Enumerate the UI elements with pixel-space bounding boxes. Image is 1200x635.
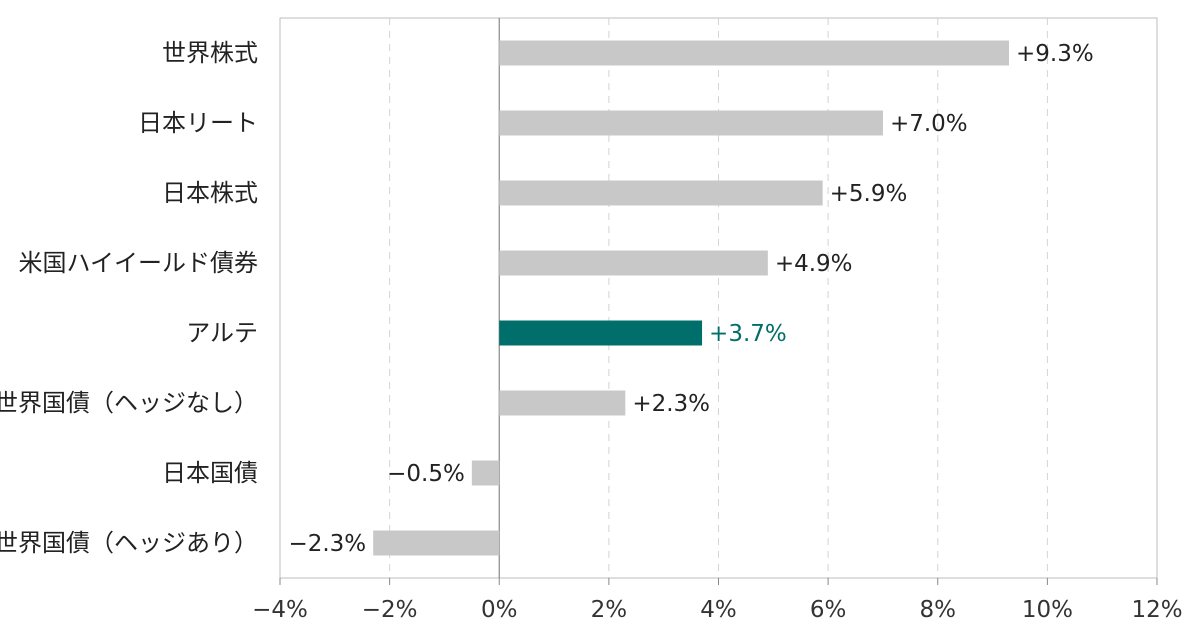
bar-2: [499, 180, 823, 206]
x-tick-label-3: 2%: [591, 597, 628, 623]
bar-4: [499, 320, 703, 346]
bar-1: [499, 110, 883, 136]
x-tick-label-4: 4%: [700, 597, 737, 623]
data-label-0: +9.3%: [1016, 41, 1094, 67]
x-tick-label-1: −2%: [362, 597, 418, 623]
data-label-2: +5.9%: [830, 181, 908, 207]
category-label-0: 世界株式: [162, 39, 258, 67]
data-label-3: +4.9%: [775, 251, 853, 277]
category-label-4: アルテ: [186, 319, 258, 347]
category-label-1: 日本リート: [138, 109, 258, 137]
data-label-6: −0.5%: [387, 461, 465, 487]
x-tick-label-7: 10%: [1022, 597, 1073, 623]
bar-7: [373, 530, 500, 556]
category-label-3: 米国ハイイールド債券: [18, 249, 258, 277]
bar-0: [499, 40, 1010, 66]
data-label-7: −2.3%: [288, 531, 366, 557]
category-label-6: 日本国債: [162, 459, 258, 487]
x-tick-label-0: −4%: [252, 597, 308, 623]
x-tick-label-2: 0%: [481, 597, 518, 623]
data-label-5: +2.3%: [632, 391, 710, 417]
category-label-5: 世界国債（ヘッジなし）: [0, 389, 258, 417]
x-tick-label-5: 6%: [810, 597, 847, 623]
bar-3: [499, 250, 768, 276]
category-label-7: 世界国債（ヘッジあり）: [0, 529, 258, 557]
bar-5: [499, 390, 626, 416]
category-label-2: 日本株式: [162, 179, 258, 207]
data-label-1: +7.0%: [890, 111, 968, 137]
bar-6: [471, 460, 500, 486]
x-tick-label-8: 12%: [1131, 597, 1182, 623]
data-label-4: +3.7%: [709, 321, 787, 347]
x-tick-label-6: 8%: [920, 597, 957, 623]
